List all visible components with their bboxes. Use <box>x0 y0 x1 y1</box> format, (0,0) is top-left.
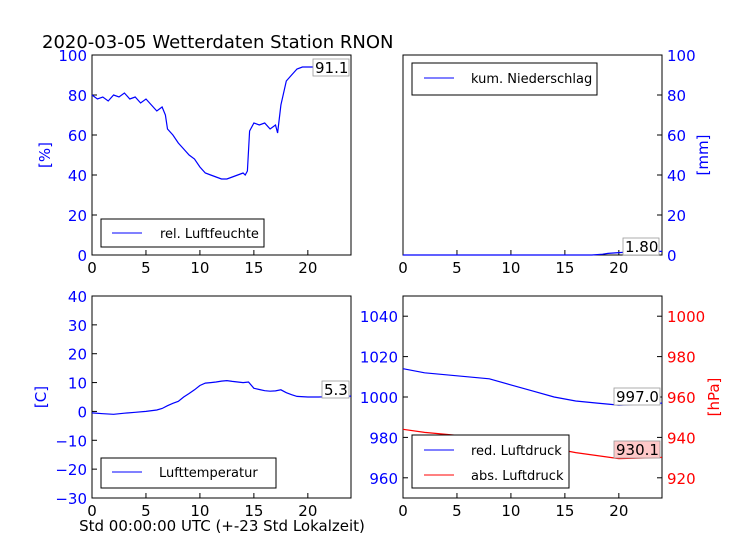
y-tick-label: 80 <box>68 87 87 105</box>
figure-title: 2020-03-05 Wetterdaten Station RNON <box>42 32 393 53</box>
y-tick-label: 0 <box>667 247 677 265</box>
pressure-last-value-red: 997.0 <box>616 388 659 406</box>
y-tick-label: 100 <box>58 47 87 65</box>
y-tick-label: 30 <box>68 317 87 335</box>
series-line-1 <box>91 379 352 415</box>
humidity-ylabel: [%] <box>36 142 54 168</box>
precipitation-legend-label: kum. Niederschlag <box>471 72 592 87</box>
precipitation-annotation-box <box>622 237 660 256</box>
x-tick-label: 20 <box>298 502 317 520</box>
temperature-series <box>91 379 352 415</box>
y-tick-label: 40 <box>68 167 87 185</box>
pressure-annotation-box-red <box>613 387 661 406</box>
y-tick-label: 40 <box>68 288 87 306</box>
x-tick-label: 5 <box>141 259 151 277</box>
x-tick-label: 5 <box>452 259 462 277</box>
y2-tick-label: 960 <box>667 389 696 407</box>
precipitation-legend: kum. Niederschlag <box>411 62 598 96</box>
pressure-legend-box <box>411 434 570 489</box>
y-tick-label: −20 <box>55 461 87 479</box>
pressure-legend-label-red: red. Luftdruck <box>471 444 562 459</box>
y-tick-label: 40 <box>667 167 686 185</box>
pressure-annotation-box-abs <box>613 440 661 459</box>
y-tick-label: 980 <box>369 429 398 447</box>
humidity-annotation-box <box>312 58 350 77</box>
precipitation-y-axis: 0 20 40 60 80 100 <box>657 47 696 265</box>
y2-tick-label: 980 <box>667 349 696 367</box>
y2-tick-label: 1000 <box>667 308 705 326</box>
x-tick-label: 15 <box>555 502 574 520</box>
humidity-legend: rel. Luftfeuchte <box>100 218 265 248</box>
pressure-y-axis: 960 980 1000 1020 1040 <box>360 308 408 488</box>
temperature-legend-label: Lufttemperatur <box>159 466 258 481</box>
humidity-series <box>91 66 330 180</box>
y-tick-label: −30 <box>55 490 87 508</box>
y-tick-label: 10 <box>68 375 87 393</box>
pressure-legend: red. Luftdruck abs. Luftdruck <box>411 434 570 489</box>
y-tick-label: 0 <box>77 247 87 265</box>
humidity-y-axis: 0 20 40 60 80 100 <box>58 47 97 265</box>
x-tick-label: 20 <box>609 502 628 520</box>
temperature-ylabel: [C] <box>32 386 50 408</box>
temperature-x-axis: 0 5 10 15 20 <box>87 493 317 520</box>
temperature-y-axis: −30 −20 −10 0 10 20 30 40 <box>55 288 97 508</box>
temperature-axes-frame <box>91 295 352 499</box>
pressure-y2label: [hPa] <box>705 378 723 417</box>
pressure-legend-label-abs: abs. Luftdruck <box>471 469 564 484</box>
x-tick-label: 0 <box>87 259 97 277</box>
precipitation-panel: 0 5 10 15 20 0 20 40 60 80 100 [mm] kum. Niedersc… <box>398 47 712 277</box>
figure-xlabel: Std 00:00:00 UTC (+-23 Std Lokalzeit) <box>79 517 365 535</box>
y2-tick-label: 940 <box>667 429 696 447</box>
pressure-y2-axis: 920 940 960 980 1000 <box>657 308 705 488</box>
precipitation-ylabel: [mm] <box>694 135 712 176</box>
x-tick-label: 20 <box>298 259 317 277</box>
y-tick-label: 1020 <box>360 349 398 367</box>
y-tick-label: −10 <box>55 432 87 450</box>
precipitation-x-axis: 0 5 10 15 20 <box>398 250 628 277</box>
temperature-annotation-box <box>321 380 350 399</box>
humidity-x-axis: 0 5 10 15 20 <box>87 250 317 277</box>
pressure-x-axis: 0 5 10 15 20 <box>398 493 628 520</box>
x-tick-label: 10 <box>190 502 209 520</box>
pressure-last-value-abs: 930.1 <box>616 441 659 459</box>
x-tick-label: 15 <box>244 502 263 520</box>
y-tick-label: 20 <box>68 346 87 364</box>
y-tick-label: 0 <box>77 403 87 421</box>
humidity-last-value: 91.1 <box>315 59 348 77</box>
x-tick-label: 5 <box>452 502 462 520</box>
x-tick-label: 5 <box>141 502 151 520</box>
precipitation-legend-box <box>411 62 598 96</box>
x-tick-label: 0 <box>398 502 408 520</box>
temperature-last-value: 5.3 <box>324 381 348 399</box>
temperature-panel: 0 5 10 15 20 −30 −20 −10 0 10 20 30 40 [C] Lufttemp… <box>32 288 352 520</box>
y-tick-label: 1000 <box>360 389 398 407</box>
humidity-panel: 0 5 10 15 20 0 20 40 60 80 100 [%] rel. Luftfeuch… <box>36 47 352 277</box>
y-tick-label: 960 <box>369 470 398 488</box>
series-line-1 <box>91 66 330 180</box>
y-tick-label: 80 <box>667 87 686 105</box>
y-tick-label: 20 <box>68 207 87 225</box>
pressure-panel: 0 5 10 15 20 960 980 1000 1020 1040 920 940 960 980… <box>360 295 723 520</box>
x-tick-label: 20 <box>609 259 628 277</box>
x-tick-label: 15 <box>244 259 263 277</box>
y-tick-label: 1040 <box>360 308 398 326</box>
y2-tick-label: 920 <box>667 470 696 488</box>
x-tick-label: 15 <box>555 259 574 277</box>
x-tick-label: 10 <box>501 259 520 277</box>
x-tick-label: 10 <box>501 502 520 520</box>
y-tick-label: 60 <box>667 127 686 145</box>
y-tick-label: 60 <box>68 127 87 145</box>
x-tick-label: 0 <box>87 502 97 520</box>
y-tick-label: 20 <box>667 207 686 225</box>
humidity-axes-frame <box>91 54 352 256</box>
y-tick-label: 100 <box>667 47 696 65</box>
x-tick-label: 0 <box>398 259 408 277</box>
precipitation-last-value: 1.80 <box>625 238 658 256</box>
temperature-legend-box <box>100 457 277 489</box>
humidity-legend-label: rel. Luftfeuchte <box>160 227 259 242</box>
x-tick-label: 10 <box>190 259 209 277</box>
temperature-legend: Lufttemperatur <box>100 457 277 489</box>
